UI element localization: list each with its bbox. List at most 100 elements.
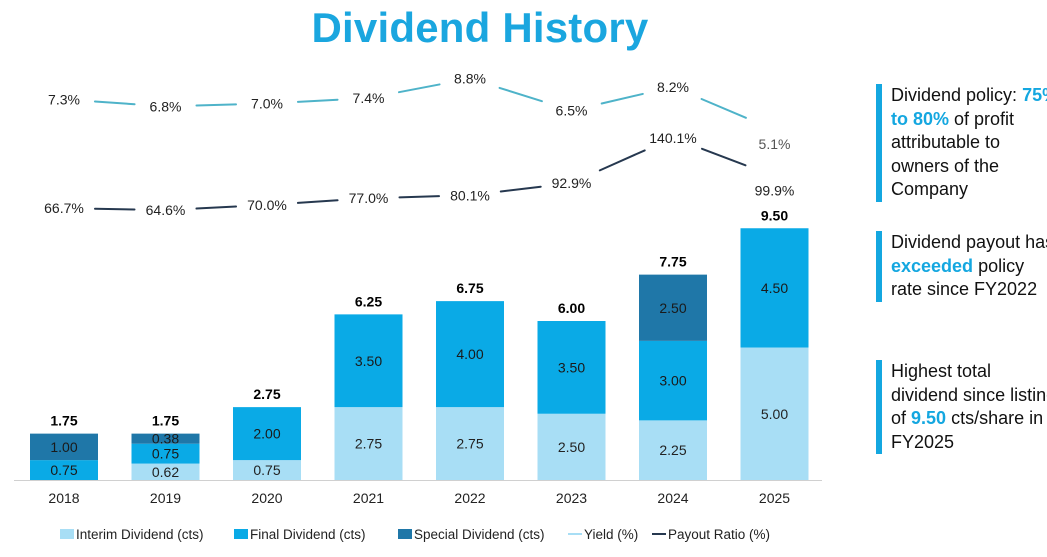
legend-label: Yield (%) xyxy=(584,527,638,542)
policy-note-pre: Dividend policy: xyxy=(891,85,1023,105)
bar-segment xyxy=(334,407,403,480)
chart-title: Dividend History xyxy=(311,4,649,51)
payout-note-highlight: exceeded xyxy=(891,255,974,276)
bar-segment xyxy=(639,340,707,421)
x-tick-label: 2024 xyxy=(657,490,688,506)
bar-segment xyxy=(30,460,98,480)
bar-value-label: 4.00 xyxy=(456,346,483,362)
bar-value-label: 5.00 xyxy=(761,406,788,422)
legend-label: Payout Ratio (%) xyxy=(668,527,770,542)
bar-value-label: 2.75 xyxy=(456,436,483,452)
line-point-label: 92.9% xyxy=(552,175,592,191)
line-segment xyxy=(397,83,441,94)
bar-total-label: 1.75 xyxy=(152,413,179,429)
bar-segment xyxy=(131,463,200,480)
highest-dividend-note: Highest total dividend since listing of … xyxy=(876,360,1047,454)
bar-segment xyxy=(334,314,403,408)
bar-segment xyxy=(537,413,606,480)
line-segment xyxy=(600,92,644,105)
bar-value-label: 2.50 xyxy=(659,300,686,316)
bar-segment xyxy=(233,460,301,480)
bar-segment xyxy=(30,433,98,461)
x-tick-label: 2025 xyxy=(759,490,790,506)
bar-segment xyxy=(740,347,809,480)
payout-note-pre: Dividend payout has xyxy=(891,232,1047,252)
bar-total-label: 2.75 xyxy=(253,386,280,402)
line-point-label: 7.0% xyxy=(251,96,283,112)
x-tick-label: 2018 xyxy=(48,490,79,506)
dividend-chart: 0.751.001.750.620.750.381.750.752.002.75… xyxy=(14,71,822,542)
bar-segment xyxy=(131,443,200,464)
line-point-label: 64.6% xyxy=(146,202,186,218)
line-segment xyxy=(195,103,238,107)
legend-swatch xyxy=(60,529,74,539)
bar-segment xyxy=(639,420,707,480)
bar-segment xyxy=(436,301,504,408)
line-point-label: 80.1% xyxy=(450,187,490,203)
bar-value-label: 0.75 xyxy=(50,462,77,478)
highest-note-pre: Highest total dividend since listing of xyxy=(891,361,1047,428)
x-tick-label: 2021 xyxy=(353,490,384,506)
line-point-label: 77.0% xyxy=(349,190,389,206)
legend-label: Final Dividend (cts) xyxy=(250,527,366,542)
legend-swatch xyxy=(234,529,248,539)
bar-total-label: 1.75 xyxy=(50,413,77,429)
line-segment xyxy=(598,149,646,172)
line-point-label: 8.8% xyxy=(454,71,486,87)
bar-segment xyxy=(233,407,301,461)
x-axis: 2018 2019 2020 2021 2022 2023 2024 2025 xyxy=(14,480,822,506)
bar-value-label: 3.00 xyxy=(659,373,686,389)
bar-value-label: 0.38 xyxy=(152,431,179,447)
line-point-label: 7.3% xyxy=(48,91,80,107)
line-point-label: 6.5% xyxy=(556,102,588,118)
bar-value-label: 2.75 xyxy=(355,436,382,452)
legend-label: Interim Dividend (cts) xyxy=(76,527,204,542)
policy-note: Dividend policy: 75% to 80% of profit at… xyxy=(876,84,1047,202)
bar-value-label: 2.25 xyxy=(659,442,686,458)
highest-note-post: cts/share in FY2025 xyxy=(891,408,1044,452)
policy-note-highlight: 75% to 80% xyxy=(891,85,1047,129)
x-tick-label: 2019 xyxy=(150,490,181,506)
bar-value-label: 2.50 xyxy=(558,439,585,455)
line-segment xyxy=(398,195,441,199)
bar-total-label: 6.25 xyxy=(355,293,382,309)
line-point-label: 6.8% xyxy=(150,98,182,114)
line-segment xyxy=(195,205,238,210)
bar-total-label: 9.50 xyxy=(761,207,788,223)
bar-value-label: 3.50 xyxy=(558,359,585,375)
highest-note-highlight: 9.50 xyxy=(911,408,947,428)
bar-total-label: 7.75 xyxy=(659,254,686,270)
legend-swatch xyxy=(398,529,412,539)
line-segment xyxy=(499,185,542,193)
legend: Interim Dividend (cts) Final Dividend (ct… xyxy=(60,527,770,542)
line-segment xyxy=(93,100,136,106)
x-tick-label: 2020 xyxy=(251,490,282,506)
bar-layer: 0.751.001.750.620.750.381.750.752.002.75… xyxy=(30,207,809,480)
line-point-label: 70.0% xyxy=(247,197,287,213)
policy-note-post: of profit attributable to owners of the … xyxy=(891,108,1015,200)
line-layer: 7.3% 6.8% 7.0% 7.4% 8.8% 6.5% 8.2% 5.1% 66.7% 64.… xyxy=(44,71,794,218)
bar-value-label: 0.62 xyxy=(152,464,179,480)
bar-segment xyxy=(639,274,707,341)
x-tick-label: 2022 xyxy=(454,490,485,506)
bar-segment xyxy=(537,321,606,414)
bar-value-label: 1.00 xyxy=(50,439,77,455)
line-segment xyxy=(700,147,747,167)
bar-value-label: 2.00 xyxy=(253,426,280,442)
line-segment xyxy=(498,86,543,103)
bar-segment xyxy=(740,228,809,348)
line-point-label: 5.1% xyxy=(759,136,791,152)
payout-note-post: policy rate since FY2022 xyxy=(891,255,1038,300)
line-point-label: 99.9% xyxy=(755,182,795,198)
line-segment xyxy=(700,98,747,119)
x-tick-label: 2023 xyxy=(556,490,587,506)
bar-segment xyxy=(131,433,200,444)
line-point-label: 7.4% xyxy=(353,90,385,106)
bar-value-label: 4.50 xyxy=(761,280,788,296)
bar-total-label: 6.00 xyxy=(558,300,585,316)
line-point-label: 140.1% xyxy=(649,130,696,146)
line-point-label: 8.2% xyxy=(657,79,689,95)
line-segment xyxy=(93,207,136,211)
line-segment xyxy=(296,199,339,204)
payout-note: Dividend payout has exceeded policy rate… xyxy=(876,231,1047,302)
